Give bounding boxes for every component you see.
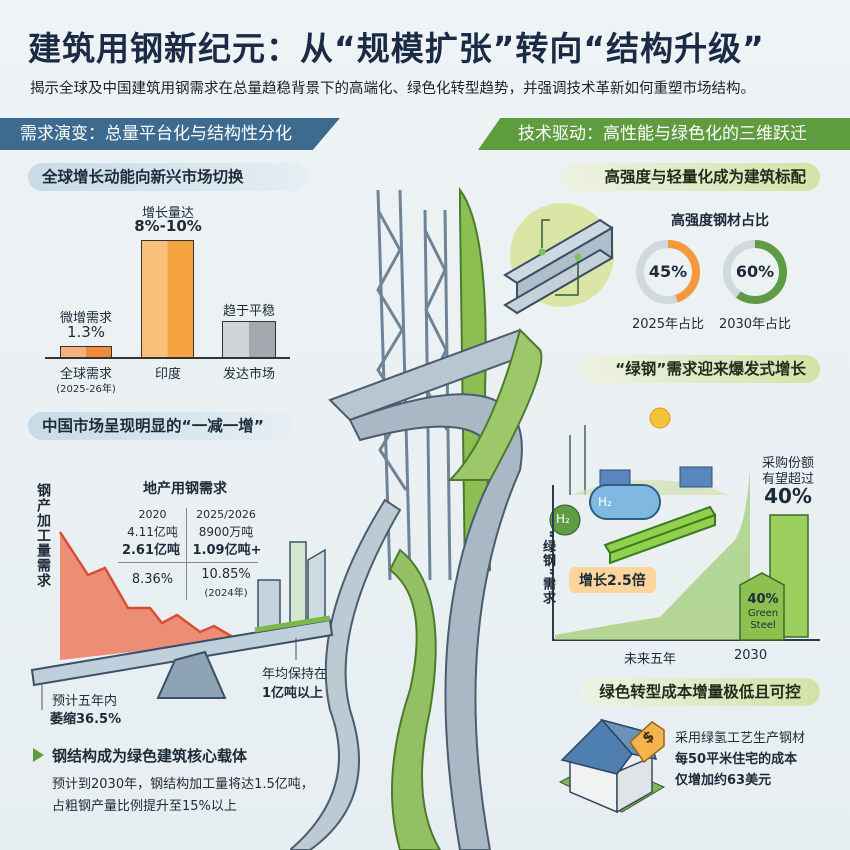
table-divider: [186, 508, 187, 600]
green-demand-area: [555, 470, 750, 640]
china-heading: 中国市场呈现明显的“一减一增”: [28, 412, 293, 440]
h2-tank-label: H₂: [598, 495, 612, 509]
col1-r1: 4.11亿吨: [127, 525, 178, 539]
share-line1: 采购份额: [761, 456, 814, 471]
col2-r4: (2024年): [204, 588, 248, 599]
steel-structure-line2: 占粗钢产量比例提升至15%以上: [52, 799, 237, 814]
bar-value-label: 8%-10%: [134, 217, 202, 235]
table-divider: [118, 562, 258, 563]
green-steel-chart: [549, 407, 820, 641]
donut-arc: [723, 240, 787, 304]
building-pct: 40%: [747, 592, 779, 607]
shrink-line1: 预计五年内: [52, 694, 118, 709]
bar-value-label: 1.3%: [66, 323, 106, 341]
donut-label: 45%: [648, 262, 688, 281]
building-line1: Green: [747, 608, 779, 619]
china-vertical-label: 钢产加工量需求: [35, 483, 51, 588]
col2-r3: 10.85%: [201, 567, 251, 582]
green-vertical-label: “绿钢”需求: [540, 530, 555, 606]
page-title: 建筑用钢新纪元：从“规模扩张”转向“结构升级”: [28, 29, 765, 68]
seesaw-fulcrum: [156, 650, 227, 699]
strength-heading: 高强度与轻量化成为建筑标配: [560, 163, 820, 191]
bar-india: [141, 240, 194, 358]
donut-caption: 2025年占比: [631, 317, 705, 332]
global-heading: 全球增长动能向新兴市场切换: [28, 163, 308, 191]
house-icon: [558, 718, 666, 814]
steel-structure-line1: 预计到2030年，钢结构加工量将达1.5亿吨，: [52, 777, 314, 792]
table-title: 地产用钢需求: [143, 481, 227, 497]
x-label-future: 未来五年: [624, 652, 677, 667]
donut-charts: [636, 240, 787, 304]
donut-caption: 2030年占比: [718, 317, 792, 332]
donut-arc: [636, 240, 700, 304]
col2-r1: 8900万吨: [198, 525, 254, 539]
bar-name: 全球需求: [59, 367, 112, 382]
china-area-chart: [30, 531, 334, 710]
hydrogen-tank-icon: [589, 484, 661, 520]
steel-structure-heading: 钢结构成为绿色建筑核心载体: [52, 747, 248, 765]
donut-label: 60%: [735, 262, 775, 281]
col1-r2: 2.61亿吨: [121, 543, 181, 558]
shrink-line2: 萎缩36.5%: [50, 712, 122, 727]
right-section-banner: 技术驱动：高性能与绿色化的三维跃迁: [478, 118, 850, 150]
cost-heading: 绿色转型成本增量极低且可控: [580, 678, 820, 706]
bar-name: 印度: [154, 367, 181, 382]
bar-name: 发达市场: [222, 367, 275, 382]
green-steel-beam-icon: [603, 505, 717, 565]
bar-top-label: 增长量达: [141, 206, 194, 221]
green-steel-heading: “绿钢”需求迎来爆发式增长: [580, 355, 820, 383]
col1-r3: 8.36%: [131, 572, 174, 587]
share-line2: 有望超过: [761, 472, 814, 487]
page-subtitle: 揭示全球及中国建筑用钢需求在总量趋稳背景下的高端化、绿色化转型趋势，并强调技术革…: [30, 81, 755, 97]
bar-top-label: 趋于平稳: [222, 304, 275, 319]
col1-year: 2020: [138, 508, 167, 521]
growth-callout: 增长2.5倍: [569, 567, 656, 593]
bar-developed: [222, 321, 276, 358]
h2-label: H₂: [556, 512, 570, 526]
x-label-2030: 2030: [734, 648, 768, 663]
seesaw-beam: [30, 618, 334, 687]
col2-year: 2025/2026: [196, 508, 256, 521]
bar-global-demand: [60, 346, 112, 358]
keep-line2: 1亿吨以上: [262, 686, 324, 701]
cost-line1: 采用绿氢工艺生产钢材: [675, 731, 806, 746]
h2-icon: [549, 504, 581, 536]
solar-panel-icon: [679, 466, 713, 488]
bar-sub: (2025-26年): [56, 384, 116, 395]
bar-top-label: 微增需求: [59, 311, 112, 326]
col2-r2: 1.09亿吨+: [192, 543, 262, 558]
left-section-banner: 需求演变：总量平台化与结构性分化: [0, 118, 340, 150]
cost-line2: 每50平米住宅的成本: [675, 752, 798, 767]
triangle-bullet-icon: [33, 748, 44, 762]
sun-icon: [649, 407, 671, 429]
steel-structure-illustration: [290, 186, 543, 850]
wind-turbine-icon: [569, 425, 586, 495]
share-value: 40%: [764, 484, 812, 508]
strength-chart-title: 高强度钢材占比: [671, 213, 769, 229]
cost-line3: 仅增加约63美元: [675, 773, 772, 788]
keep-line1: 年均保持在: [262, 667, 328, 682]
i-beam-icon: [503, 203, 614, 315]
building-line2: Steel: [750, 620, 776, 631]
price-tag-icon: [629, 721, 665, 764]
